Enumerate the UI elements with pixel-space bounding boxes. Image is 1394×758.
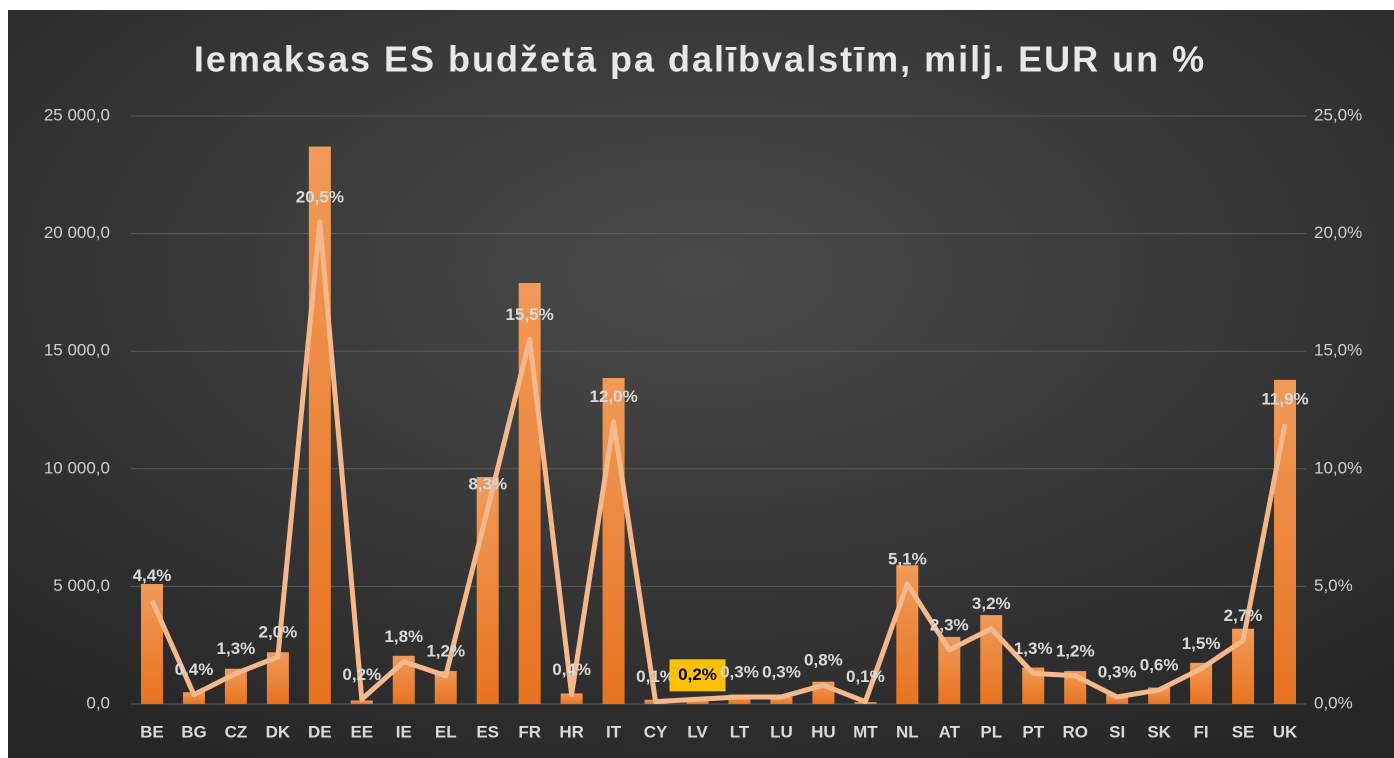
x-tick-label: SE <box>1232 722 1255 741</box>
background <box>8 10 1394 758</box>
x-tick-label: HU <box>811 722 836 741</box>
data-label: 8,3% <box>468 474 507 493</box>
data-label: 0,2% <box>678 665 717 684</box>
chart-title: Iemaksas ES budžetā pa dalībvalstīm, mil… <box>194 39 1206 80</box>
x-tick-label: BE <box>140 722 164 741</box>
x-tick-label: IT <box>606 722 622 741</box>
x-tick-label: ES <box>476 722 499 741</box>
x-tick-label: PL <box>980 722 1002 741</box>
y2-tick-label: 5,0% <box>1314 576 1353 595</box>
x-tick-label: SK <box>1147 722 1171 741</box>
data-label: 0,1% <box>846 667 885 686</box>
x-tick-label: HR <box>559 722 584 741</box>
data-label: 3,2% <box>972 594 1011 613</box>
y-tick-label: 0,0 <box>86 693 110 712</box>
data-label: 2,3% <box>930 615 969 634</box>
data-label: 1,3% <box>1014 639 1053 658</box>
data-label: 15,5% <box>506 305 554 324</box>
data-label: 0,2% <box>342 665 381 684</box>
bar <box>182 692 205 704</box>
data-label: 0,3% <box>1098 662 1137 681</box>
data-label: 0,8% <box>804 651 843 670</box>
bar <box>938 636 961 704</box>
x-tick-label: CZ <box>225 722 248 741</box>
bar <box>1022 667 1045 704</box>
data-label: 1,2% <box>1056 641 1095 660</box>
data-label: 1,5% <box>1182 634 1221 653</box>
x-tick-label: PT <box>1022 722 1044 741</box>
data-label: 5,1% <box>888 550 927 569</box>
y-tick-label: 5 000,0 <box>53 576 110 595</box>
x-tick-label: LT <box>730 722 750 741</box>
data-label: 1,8% <box>384 627 423 646</box>
y2-tick-label: 15,0% <box>1314 341 1362 360</box>
y2-tick-label: 25,0% <box>1314 105 1362 124</box>
data-label: 0,4% <box>175 660 214 679</box>
bar <box>560 693 583 704</box>
x-tick-label: BG <box>181 722 207 741</box>
y2-tick-label: 20,0% <box>1314 223 1362 242</box>
x-tick-label: FR <box>518 722 541 741</box>
data-label: 2,0% <box>259 622 298 641</box>
x-tick-label: NL <box>896 722 919 741</box>
x-tick-label: EL <box>435 722 457 741</box>
y-tick-label: 15 000,0 <box>44 341 110 360</box>
data-label: 12,0% <box>589 387 637 406</box>
x-tick-label: FI <box>1194 722 1209 741</box>
x-tick-label: MT <box>853 722 878 741</box>
highlight-box <box>669 659 726 692</box>
y2-tick-label: 10,0% <box>1314 458 1362 477</box>
line <box>149 219 1288 705</box>
x-tick-label: LV <box>687 722 708 741</box>
x-tick-label: SI <box>1109 722 1125 741</box>
data-label: 20,5% <box>296 187 344 206</box>
x-tick-label: DE <box>308 722 332 741</box>
data-label: 1,3% <box>217 639 256 658</box>
data-label: 0,1% <box>636 667 675 686</box>
bar <box>266 652 289 704</box>
data-label: 0,3% <box>762 662 801 681</box>
bar <box>350 700 373 704</box>
y2-tick-label: 0,0% <box>1314 693 1353 712</box>
x-tick-label: EE <box>350 722 373 741</box>
data-label: 1,2% <box>426 641 465 660</box>
data-label: 2,7% <box>1224 606 1263 625</box>
x-tick-label: CY <box>644 722 668 741</box>
x-tick-label: DK <box>266 722 291 741</box>
x-tick-label: UK <box>1273 722 1298 741</box>
bar <box>770 696 793 704</box>
y-tick-label: 10 000,0 <box>44 458 110 477</box>
data-label: 11,9% <box>1261 390 1308 409</box>
bar <box>1232 628 1255 704</box>
x-tick-label: IE <box>396 722 412 741</box>
bar <box>434 671 457 704</box>
x-tick-label: RO <box>1062 722 1088 741</box>
data-label: 4,4% <box>133 566 172 585</box>
data-label: 0,6% <box>1140 655 1179 674</box>
x-tick-label: AT <box>939 722 961 741</box>
y-tick-label: 25 000,0 <box>44 105 110 124</box>
y-tick-label: 20 000,0 <box>44 223 110 242</box>
data-label: 0,3% <box>720 662 759 681</box>
data-label: 0,4% <box>552 660 591 679</box>
x-tick-label: LU <box>770 722 793 741</box>
